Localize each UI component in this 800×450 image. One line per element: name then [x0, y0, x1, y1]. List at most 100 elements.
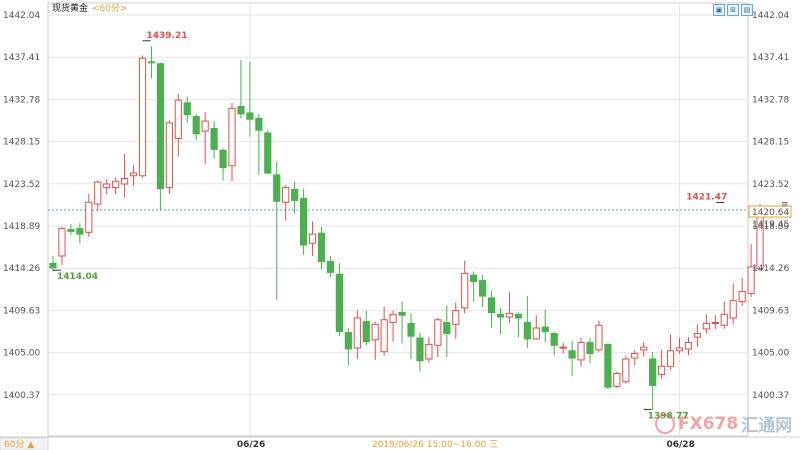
- candle-body-up: [640, 346, 648, 351]
- time-info: 2019/06/26 15:00~16:00 三: [372, 440, 498, 450]
- current-price-box: [748, 205, 792, 218]
- x-tick-label: 06/28: [667, 440, 695, 450]
- candle-body-up: [532, 327, 540, 340]
- candle-body-down: [335, 273, 343, 333]
- candle-body-down: [192, 116, 200, 135]
- candle-body-up: [103, 183, 111, 189]
- candle-body-up: [452, 310, 460, 325]
- toolbar-buttons: ▣ ⊞ ▤: [713, 4, 753, 16]
- candle-body-up: [353, 317, 361, 349]
- candle-body-up: [559, 346, 567, 349]
- y-tick-left: 1432.78: [3, 95, 40, 105]
- candle-body-up: [112, 180, 120, 189]
- candle-body-down: [586, 342, 594, 355]
- candle-body-up: [729, 300, 737, 319]
- annotation-label: 1414.04: [57, 272, 98, 282]
- candle-body-down: [183, 102, 191, 116]
- y-tick-left: 1418.89: [3, 222, 40, 232]
- candle-body-up: [631, 353, 639, 359]
- candle-body-up: [505, 312, 514, 318]
- candle-body-down: [523, 322, 531, 340]
- crosshair-price-label: 1419.45: [752, 220, 789, 230]
- candle-body-up: [371, 323, 379, 341]
- x-tick-label: 06/26: [237, 440, 265, 450]
- candle-body-down: [496, 313, 505, 318]
- candle-body-down: [604, 343, 612, 388]
- candle-body-up: [85, 201, 93, 233]
- candle-body-up: [684, 342, 693, 350]
- candle-body-up: [747, 266, 755, 294]
- candle-body-up: [577, 342, 585, 361]
- chart-period: <60分>: [92, 3, 128, 14]
- period-selector[interactable]: 60分 ▲: [4, 439, 34, 450]
- candle-body-down: [443, 322, 451, 334]
- candle-body-up: [675, 347, 684, 352]
- annotation-label: 1421.47: [686, 192, 727, 202]
- candle-body-down: [246, 112, 254, 120]
- candle-body-up: [282, 187, 290, 203]
- settings-button[interactable]: ▤: [741, 4, 753, 16]
- candle-body-down: [237, 106, 245, 115]
- candle-body-up: [138, 57, 147, 177]
- x-axis-ticks: 06/26 06/28: [237, 440, 695, 450]
- y-axis-ticks: 1442.04 1442.04 1437.41 1437.41 1432.78 1432.…: [3, 11, 789, 401]
- candle-body-up: [425, 343, 433, 360]
- candle-body-down: [291, 188, 299, 201]
- watermark-brand: FX678: [678, 413, 739, 434]
- y-tick-right: 1423.52: [752, 180, 789, 190]
- candle-body-up: [738, 291, 746, 303]
- candle-body-up: [658, 365, 666, 375]
- candle-body-down: [470, 274, 478, 283]
- y-tick-right: 1400.37: [752, 391, 789, 401]
- y-tick-left: 1405.00: [3, 349, 40, 359]
- y-tick-left: 1442.04: [3, 11, 40, 21]
- candle-body-down: [649, 358, 657, 386]
- y-tick-left: 1437.41: [3, 53, 40, 63]
- candle-body-up: [711, 322, 719, 325]
- candle-body-down: [264, 132, 272, 174]
- candle-body-down: [300, 198, 308, 246]
- y-tick-left: 1428.15: [3, 138, 40, 148]
- y-tick-left: 1414.26: [3, 264, 40, 274]
- y-tick-right: 1428.15: [752, 138, 789, 148]
- candle-body-up: [389, 313, 397, 324]
- candle-body-up: [595, 324, 603, 351]
- candle-body-up: [94, 181, 102, 205]
- candle-body-down: [49, 262, 57, 269]
- current-price-label: 1420.64: [752, 208, 789, 218]
- candle-body-down: [326, 260, 335, 273]
- candle-body-down: [344, 332, 352, 350]
- candle-body-down: [67, 229, 75, 232]
- y-tick-right: 1414.26: [752, 264, 789, 274]
- layout-button[interactable]: ⊞: [727, 4, 739, 16]
- y-tick-right: 1432.78: [752, 95, 789, 105]
- candle-body-up: [174, 99, 182, 139]
- candle-body-up: [720, 313, 728, 326]
- candle-body-down: [273, 174, 281, 202]
- candle-body-up: [380, 319, 388, 353]
- candles: [49, 46, 764, 411]
- candle-body-down: [514, 313, 522, 319]
- period-selector-bg[interactable]: [0, 437, 49, 450]
- y-tick-right: 1418.89: [752, 222, 789, 232]
- candle-body-down: [416, 337, 424, 362]
- candle-body-up: [228, 107, 236, 167]
- watermark-cn: 汇通网: [741, 416, 793, 436]
- y-tick-right: 1442.04: [752, 11, 789, 21]
- candle-body-up: [165, 122, 173, 189]
- candle-body-down: [156, 63, 165, 190]
- candle-body-down: [317, 232, 326, 262]
- candle-body-down: [147, 61, 156, 64]
- y-tick-left: 1423.52: [3, 180, 40, 190]
- candle-body-up: [434, 319, 442, 346]
- candle-body-up: [58, 228, 66, 257]
- candle-body-down: [362, 321, 370, 343]
- candle-body-down: [479, 280, 487, 297]
- candle-body-down: [76, 228, 84, 235]
- candle-body-up: [702, 322, 710, 330]
- chart-type-button[interactable]: ▣: [713, 4, 725, 16]
- candle-body-up: [201, 120, 209, 132]
- chart-title: 现货黄金: [52, 2, 88, 14]
- watermark: FX678 汇通网: [655, 411, 792, 436]
